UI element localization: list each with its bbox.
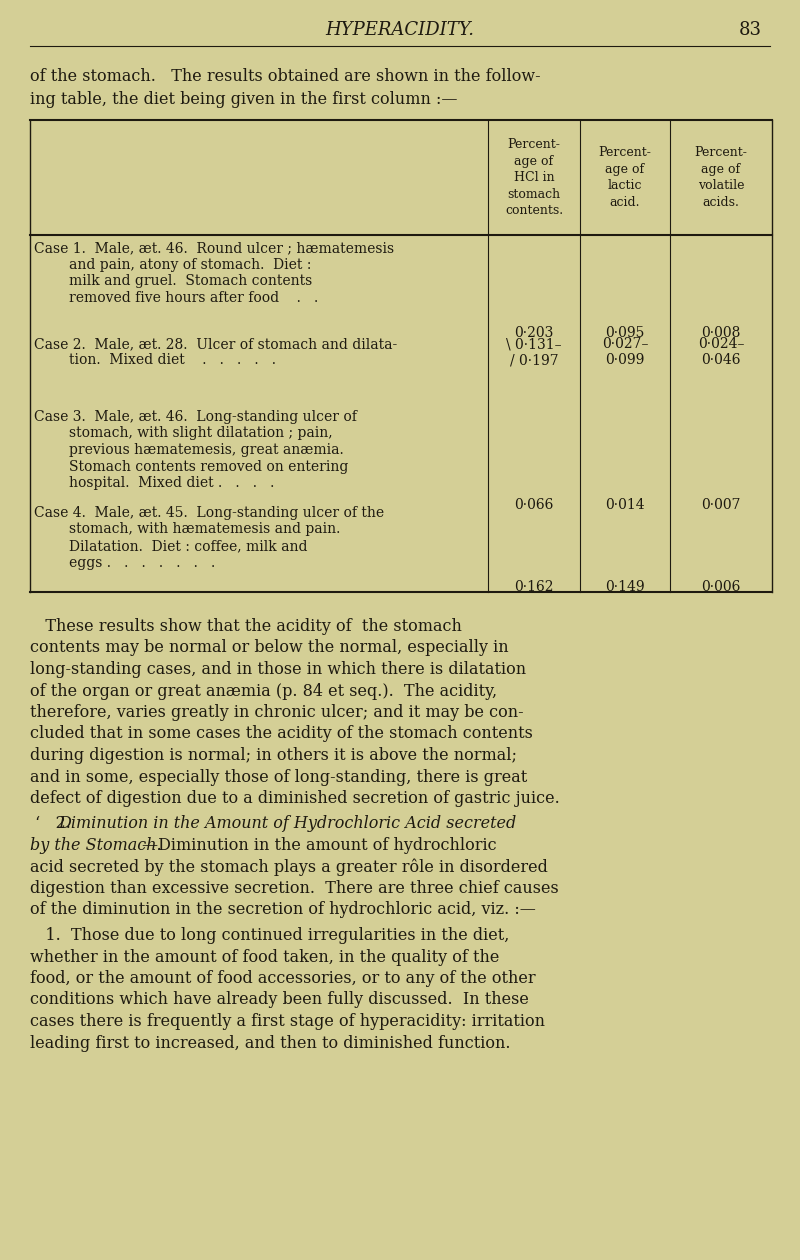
Text: therefore, varies greatly in chronic ulcer; and it may be con-: therefore, varies greatly in chronic ulc…	[30, 704, 524, 721]
Text: These results show that the acidity of  the stomach: These results show that the acidity of t…	[30, 617, 462, 635]
Text: 0·046: 0·046	[702, 354, 741, 368]
Text: Percent-
age of
lactic
acid.: Percent- age of lactic acid.	[598, 146, 651, 209]
Text: digestion than excessive secretion.  There are three chief causes: digestion than excessive secretion. Ther…	[30, 879, 558, 897]
Text: 0·008: 0·008	[702, 326, 741, 340]
Text: 0·099: 0·099	[606, 354, 645, 368]
Text: hospital.  Mixed diet .   .   .   .: hospital. Mixed diet . . . .	[34, 476, 274, 490]
Text: —Diminution in the amount of hydrochloric: —Diminution in the amount of hydrochlori…	[142, 837, 497, 854]
Text: Percent-
age of
HCl in
stomach
contents.: Percent- age of HCl in stomach contents.	[505, 139, 563, 217]
Text: and pain, atony of stomach.  Diet :: and pain, atony of stomach. Diet :	[34, 257, 311, 271]
Text: 0·203: 0·203	[514, 326, 554, 340]
Text: acid secreted by the stomach plays a greater rôle in disordered: acid secreted by the stomach plays a gre…	[30, 858, 548, 876]
Text: 0·149: 0·149	[605, 580, 645, 593]
Text: HYPERACIDITY.: HYPERACIDITY.	[326, 21, 474, 39]
Text: Stomach contents removed on entering: Stomach contents removed on entering	[34, 460, 348, 474]
Text: tion.  Mixed diet    .   .   .   .   .: tion. Mixed diet . . . . .	[34, 354, 276, 368]
Text: Diminution in the Amount of Hydrochloric Acid secreted: Diminution in the Amount of Hydrochloric…	[58, 815, 516, 833]
Text: Case 3.  Male, æt. 46.  Long-standing ulcer of: Case 3. Male, æt. 46. Long-standing ulce…	[34, 410, 357, 425]
Text: 0·095: 0·095	[606, 326, 645, 340]
Text: by the Stomach.: by the Stomach.	[30, 837, 162, 854]
Text: conditions which have already been fully discussed.  In these: conditions which have already been fully…	[30, 992, 529, 1008]
Text: cases there is frequently a first stage of hyperacidity: irritation: cases there is frequently a first stage …	[30, 1013, 545, 1029]
Text: Case 4.  Male, æt. 45.  Long-standing ulcer of the: Case 4. Male, æt. 45. Long-standing ulce…	[34, 507, 384, 520]
Text: 1.  Those due to long continued irregularities in the diet,: 1. Those due to long continued irregular…	[30, 927, 510, 944]
Text: long-standing cases, and in those in which there is dilatation: long-standing cases, and in those in whi…	[30, 662, 526, 678]
Text: food, or the amount of food accessories, or to any of the other: food, or the amount of food accessories,…	[30, 970, 536, 987]
Text: of the stomach.   The results obtained are shown in the follow-: of the stomach. The results obtained are…	[30, 68, 541, 84]
Text: Dilatation.  Diet : coffee, milk and: Dilatation. Diet : coffee, milk and	[34, 539, 307, 553]
Text: 83: 83	[738, 21, 762, 39]
Text: eggs .   .   .   .   .   .   .: eggs . . . . . . .	[34, 556, 215, 570]
Text: milk and gruel.  Stomach contents: milk and gruel. Stomach contents	[34, 273, 312, 289]
Text: whether in the amount of food taken, in the quality of the: whether in the amount of food taken, in …	[30, 949, 499, 965]
Text: / 0·197: / 0·197	[510, 354, 558, 368]
Text: cluded that in some cases the acidity of the stomach contents: cluded that in some cases the acidity of…	[30, 726, 533, 742]
Text: previous hæmatemesis, great anæmia.: previous hæmatemesis, great anæmia.	[34, 444, 344, 457]
Text: during digestion is normal; in others it is above the normal;: during digestion is normal; in others it…	[30, 747, 517, 764]
Text: ing table, the diet being given in the first column :—: ing table, the diet being given in the f…	[30, 91, 458, 108]
Text: of the diminution in the secretion of hydrochloric acid, viz. :—: of the diminution in the secretion of hy…	[30, 901, 536, 919]
Text: of the organ or great anæmia (p. 84 et seq.).  The acidity,: of the organ or great anæmia (p. 84 et s…	[30, 683, 497, 699]
Text: 0·027–: 0·027–	[602, 336, 648, 352]
Text: 0·006: 0·006	[702, 580, 741, 593]
Text: removed five hours after food    .   .: removed five hours after food . .	[34, 291, 318, 305]
Text: 0·014: 0·014	[605, 498, 645, 512]
Text: leading first to increased, and then to diminished function.: leading first to increased, and then to …	[30, 1034, 510, 1052]
Text: Case 2.  Male, æt. 28.  Ulcer of stomach and dilata-: Case 2. Male, æt. 28. Ulcer of stomach a…	[34, 336, 398, 352]
Text: contents may be normal or below the normal, especially in: contents may be normal or below the norm…	[30, 640, 509, 656]
Text: and in some, especially those of long-standing, there is great: and in some, especially those of long-st…	[30, 769, 527, 785]
Text: stomach, with hæmatemesis and pain.: stomach, with hæmatemesis and pain.	[34, 523, 340, 537]
Text: ‘   2.: ‘ 2.	[30, 815, 76, 833]
Text: 0·007: 0·007	[702, 498, 741, 512]
Text: 0·066: 0·066	[514, 498, 554, 512]
Text: 0·024–: 0·024–	[698, 336, 744, 352]
Text: defect of digestion due to a diminished secretion of gastric juice.: defect of digestion due to a diminished …	[30, 790, 560, 806]
Text: Case 1.  Male, æt. 46.  Round ulcer ; hæmatemesis: Case 1. Male, æt. 46. Round ulcer ; hæma…	[34, 241, 394, 255]
Text: \ 0·131–: \ 0·131–	[506, 336, 562, 352]
Text: stomach, with slight dilatation ; pain,: stomach, with slight dilatation ; pain,	[34, 426, 333, 441]
Text: Percent-
age of
volatile
acids.: Percent- age of volatile acids.	[694, 146, 747, 209]
Text: 0·162: 0·162	[514, 580, 554, 593]
